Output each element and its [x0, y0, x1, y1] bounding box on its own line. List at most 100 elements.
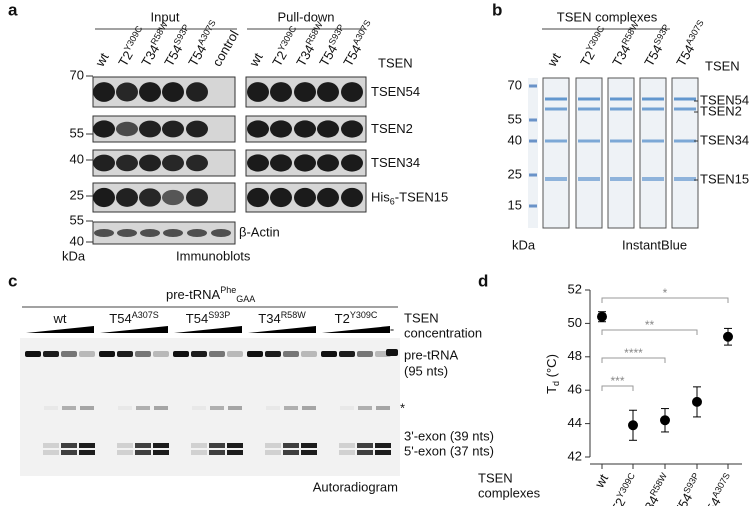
x-tick-label: T34R58W	[637, 471, 675, 506]
band-label: TSEN54	[700, 92, 749, 107]
gel-band	[283, 450, 299, 455]
blot-band	[139, 82, 161, 102]
gel-band	[610, 139, 632, 143]
marker-label: 55	[508, 111, 522, 126]
y-axis-label-part: T	[544, 386, 559, 394]
data-point	[723, 331, 733, 342]
lane-label: wt	[246, 50, 266, 70]
gel-band	[358, 406, 372, 410]
lane-label-part: T34	[294, 42, 318, 69]
blot-band	[162, 82, 184, 102]
blot-band	[294, 187, 316, 208]
gel-band	[266, 406, 280, 410]
blot-band	[116, 188, 138, 207]
gel-band	[79, 450, 95, 455]
blot-band	[270, 187, 292, 208]
lane-label-part: A307S	[196, 18, 218, 46]
sig-label: ****	[624, 346, 643, 360]
data-point	[597, 311, 607, 322]
gel-band	[578, 97, 600, 101]
gel-band	[99, 351, 115, 357]
x-axis-label: TSEN	[478, 470, 513, 485]
gel-band	[301, 443, 317, 448]
substrate-label-part: GAA	[236, 294, 255, 304]
blot-label-part: 6	[390, 197, 395, 207]
gel-band	[265, 351, 281, 357]
gel-band	[674, 97, 696, 101]
x-tick-label: T54A307S	[699, 471, 738, 506]
x-tick-label: T2Y309C	[607, 471, 643, 506]
lane-label-part: wt	[92, 50, 112, 70]
gel-band	[674, 107, 696, 111]
group-label-part: S93P	[208, 310, 230, 320]
gel-band	[545, 177, 567, 181]
group-label: wt	[53, 311, 67, 326]
sig-bracket	[601, 297, 729, 303]
gel-band	[642, 177, 664, 181]
gel-band	[43, 443, 59, 448]
group-label-part: wt	[53, 311, 67, 326]
blot-band	[341, 120, 363, 138]
gel-band	[357, 443, 373, 448]
gel-band	[80, 406, 94, 410]
substrate-label-part: pre-tRNA	[166, 287, 221, 302]
marker-label: 25	[508, 166, 522, 181]
blot-band	[317, 154, 339, 172]
blot-band	[116, 121, 138, 137]
lane-label-part: wt	[246, 50, 266, 70]
gel-band	[135, 450, 151, 455]
blot-band	[341, 187, 363, 208]
gel-lane	[639, 77, 667, 229]
lane-label-part: T2	[270, 49, 291, 70]
data-point	[628, 420, 638, 431]
wedge	[248, 326, 316, 333]
gel-lane	[542, 77, 570, 229]
gel-band	[43, 351, 59, 357]
gel-band	[357, 450, 373, 455]
band-label: *	[400, 400, 405, 415]
marker-band	[529, 173, 537, 177]
blot-band	[139, 188, 161, 207]
gel-band	[265, 450, 281, 455]
gel-band	[283, 351, 299, 357]
gel-band	[339, 443, 355, 448]
gel-band	[339, 450, 355, 455]
y-tick-label: 48	[568, 348, 582, 363]
band-label: 5'-exon (37 nts)	[404, 443, 494, 458]
x-tick-label-part: T34	[638, 493, 662, 506]
blot-band	[162, 120, 184, 138]
panel-letter: c	[8, 271, 17, 290]
blot-band	[140, 229, 160, 237]
gel-band	[284, 406, 298, 410]
blot-band	[247, 187, 269, 208]
gel-band	[135, 443, 151, 448]
sig-label: ***	[610, 374, 624, 388]
lane-label-part: control	[210, 28, 243, 69]
gel-band	[578, 177, 600, 181]
blot-band	[186, 188, 208, 207]
gel-band	[136, 406, 150, 410]
wedge	[174, 326, 242, 333]
blot-band	[270, 120, 292, 138]
blot-band	[116, 82, 138, 102]
gel-band	[578, 139, 600, 143]
unit-label: kDa	[62, 248, 86, 263]
lane-label: wt	[92, 50, 112, 70]
gel-band	[153, 351, 169, 357]
gel-band	[117, 450, 133, 455]
gel-lane	[671, 77, 699, 229]
blot-label: TSEN2	[371, 121, 413, 136]
gel-band	[117, 443, 133, 448]
gel-band	[209, 443, 225, 448]
gel-band	[642, 139, 664, 143]
gel-band	[61, 351, 77, 357]
sig-bracket	[601, 385, 634, 391]
blot-band	[116, 154, 138, 172]
conc-label: concentration	[404, 325, 482, 340]
x-tick-label-part: R58W	[648, 471, 669, 498]
method-label: Immunoblots	[176, 248, 251, 263]
lane-label: control	[210, 28, 243, 69]
blot-label: TSEN54	[371, 84, 420, 99]
blot-band	[294, 154, 316, 172]
group-label: T2Y309C	[335, 310, 378, 326]
